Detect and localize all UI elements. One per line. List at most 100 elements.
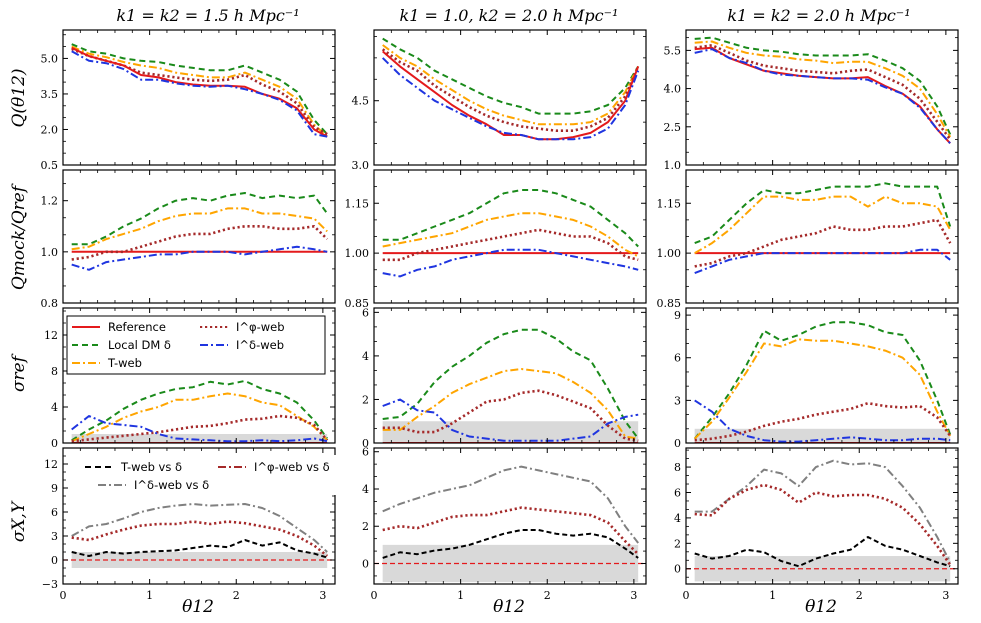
series-iphi <box>382 506 640 556</box>
panel-frame <box>685 307 959 444</box>
legend-row4: T-web vs δ I^φ-web vs δ I^δ-web vs δ <box>79 455 339 495</box>
xtick-label: 3 <box>319 589 326 602</box>
plot-area <box>71 379 329 443</box>
panels-layer: 0.52.03.55.03.04.51.02.54.05.50.81.01.20… <box>41 29 959 602</box>
series-idelta <box>71 50 328 138</box>
ytick-label: 3 <box>51 530 58 543</box>
xlabel-col2: θ12 <box>493 597 525 617</box>
series-tweb <box>71 45 328 138</box>
ylabel-row3: σref <box>9 353 29 392</box>
plot-area <box>71 192 329 271</box>
xtick-label: 3 <box>942 589 949 602</box>
series-idelta <box>382 248 639 278</box>
xlabel-col3: θ12 <box>805 597 837 617</box>
legend4-label-0: T-web vs δ <box>120 460 182 474</box>
ytick-label: 2 <box>362 393 369 406</box>
legend3-label-3: I^δ-web <box>236 338 284 352</box>
plot-area <box>686 459 958 582</box>
ytick-label: 12 <box>44 458 58 471</box>
panel-r1-c1: 0.5 2.0 3.5 5.0 <box>41 29 336 172</box>
ytick-label: 0.85 <box>657 297 682 310</box>
ytick-label: 9 <box>674 309 681 322</box>
panel-r2-c1: 0.8 1.0 1.2 <box>41 169 336 310</box>
series-tweb <box>71 392 328 443</box>
ytick-label: 0.85 <box>345 297 370 310</box>
ytick-label: 1.00 <box>657 247 682 260</box>
panel-r3-c3: 0 3 6 9 <box>674 307 959 450</box>
significance-band <box>71 434 328 443</box>
ytick-label: 12 <box>44 329 58 342</box>
series-tweb <box>382 368 639 440</box>
ytick-label: 9 <box>51 482 58 495</box>
ytick-label: 6 <box>674 352 681 365</box>
ytick-label: 2 <box>362 520 369 533</box>
ytick-label: 0 <box>674 563 681 576</box>
ytick-label: 1.0 <box>41 246 59 259</box>
series-gray <box>71 503 328 553</box>
series-dashblack <box>694 536 951 568</box>
ytick-label: 0 <box>51 437 58 450</box>
series-iphi <box>381 48 640 132</box>
xtick-label: 1 <box>769 589 776 602</box>
series-iphi <box>382 228 639 262</box>
panel-frame <box>62 29 336 166</box>
panel-r4-c3: 0 2 4 6 8 0 1 2 3 <box>674 447 959 602</box>
ytick-label: 5.5 <box>664 44 682 57</box>
ytick-label: 6 <box>362 446 369 459</box>
plot-area <box>381 37 640 141</box>
panel-frame <box>62 447 336 585</box>
legend-row3-frame <box>66 315 326 375</box>
plot-area <box>694 182 952 275</box>
panel-frame <box>373 447 647 585</box>
panel-frame <box>685 29 959 166</box>
legend3-label-1: I^φ-web <box>236 320 285 334</box>
series-iphi <box>71 414 329 443</box>
ytick-label: 4 <box>51 401 58 414</box>
legend3-label-2: Local DM δ <box>108 338 171 352</box>
legend4-label-1: I^φ-web vs δ <box>254 460 330 474</box>
series-reference <box>382 50 640 141</box>
xtick-label: 0 <box>683 589 690 602</box>
series-idelta <box>694 48 951 144</box>
ytick-label: 6 <box>674 486 681 499</box>
panel-frame <box>685 447 959 585</box>
panel-frame <box>685 169 959 304</box>
xtick-label: 3 <box>630 589 637 602</box>
series-idelta <box>381 57 640 141</box>
legend-row3: Reference I^φ-web Local DM δ I^δ-web T-web <box>66 315 326 375</box>
xtick-label: 2 <box>544 589 551 602</box>
legend3-label-0: Reference <box>108 320 166 334</box>
series-localdm <box>382 328 640 440</box>
series-tweb <box>693 338 952 440</box>
series-tweb <box>71 207 328 251</box>
ytick-label: 3 <box>674 394 681 407</box>
ytick-label: 4.5 <box>352 95 370 108</box>
ytick-label: 3.5 <box>41 88 59 101</box>
panel-frame <box>62 169 336 304</box>
panel-frame <box>373 307 647 444</box>
ytick-label: 0.8 <box>41 297 59 310</box>
plot-area <box>382 189 639 278</box>
ytick-label: 8 <box>674 461 681 474</box>
panel-r3-c2: 0 2 4 6 <box>362 306 647 450</box>
xtick-label: 1 <box>146 589 153 602</box>
xtick-label: 0 <box>371 589 378 602</box>
panel-r2-c3: 0.85 1.00 1.15 <box>657 169 959 310</box>
xlabel-col1: θ12 <box>182 597 214 617</box>
ytick-label: 0 <box>362 437 369 450</box>
series-localdm <box>382 189 639 248</box>
ytick-label: 1.00 <box>345 247 370 260</box>
series-idelta <box>71 245 328 271</box>
xtick-label: 2 <box>856 589 863 602</box>
series-gray <box>382 465 639 544</box>
legend4-label-2: I^δ-web vs δ <box>134 478 209 492</box>
ytick-label: 4 <box>674 512 681 525</box>
series-iphi <box>694 43 952 141</box>
ytick-label: 0 <box>51 554 58 567</box>
legend-row4-frame <box>79 455 339 495</box>
series-tweb <box>382 212 639 258</box>
ytick-label: 0 <box>362 558 369 571</box>
series-tweb <box>694 40 952 138</box>
series-dashblack <box>71 539 328 559</box>
ylabel-row4: σX,Y <box>9 500 29 542</box>
